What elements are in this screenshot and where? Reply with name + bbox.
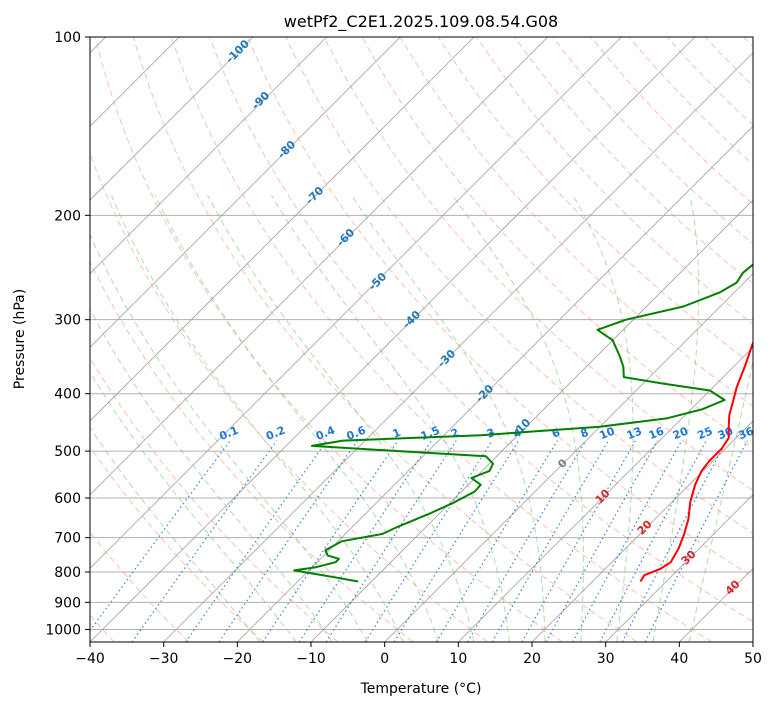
isotherm-line bbox=[90, 37, 475, 422]
dry-adiabat-line bbox=[476, 37, 753, 325]
plot-frame bbox=[89, 36, 754, 643]
moist-adiabat-line bbox=[90, 308, 333, 642]
isotherm-line bbox=[90, 37, 401, 348]
mixing-ratio-label: 36 bbox=[737, 424, 756, 442]
isotherm-line bbox=[90, 37, 622, 569]
dry-adiabat-line bbox=[94, 37, 563, 642]
x-tick-label: 30 bbox=[597, 651, 615, 667]
mixing-ratio-line bbox=[298, 440, 432, 642]
moist-adiabat-line bbox=[652, 195, 700, 642]
isotherm-line bbox=[237, 125, 753, 642]
x-tick-label: 20 bbox=[523, 651, 541, 667]
dry-adiabat-line bbox=[132, 37, 638, 642]
plot-background bbox=[90, 37, 753, 642]
mixing-ratio-line bbox=[521, 440, 637, 642]
mixing-ratio-label: 25 bbox=[695, 424, 714, 442]
chart-title: wetPf2_C2E1.2025.109.08.54.G08 bbox=[284, 12, 558, 32]
x-tick-label: 0 bbox=[380, 651, 389, 667]
y-tick-label: 300 bbox=[54, 313, 81, 329]
mixing-ratio-line bbox=[435, 440, 558, 642]
axis-ticks: −40 −30 −20 −10 0 10 20 30 40 50 100 200 300 400 500 60… bbox=[45, 30, 762, 667]
x-tick-label: −40 bbox=[75, 651, 105, 667]
mixing-ratio-label: 16 bbox=[647, 424, 666, 442]
mixing-ratio-label: 10 bbox=[598, 424, 617, 442]
moist-adiabat-line bbox=[451, 195, 584, 642]
isotherm-line bbox=[163, 52, 753, 642]
y-tick-label: 800 bbox=[54, 565, 81, 581]
temperature-line bbox=[639, 340, 753, 583]
dry-adiabat-line bbox=[323, 37, 753, 491]
y-tick-label: 1000 bbox=[45, 622, 81, 638]
mixing-ratio-label: 2 bbox=[449, 426, 461, 441]
mixing-ratio-line bbox=[621, 440, 728, 642]
moist-adiabat-line bbox=[154, 195, 439, 642]
mixing-ratio-label: 30 bbox=[716, 424, 735, 442]
mixing-ratio-label: 13 bbox=[625, 424, 644, 442]
isotherm-line bbox=[531, 420, 753, 642]
x-tick-label: −20 bbox=[223, 651, 253, 667]
mixing-ratio-line bbox=[599, 440, 707, 642]
isotherm-line bbox=[458, 346, 753, 642]
moist-adiabat-line bbox=[90, 233, 369, 642]
isotherm-line bbox=[90, 37, 696, 642]
y-tick-label: 100 bbox=[54, 30, 81, 46]
y-tick-label: 900 bbox=[54, 595, 81, 611]
y-tick-label: 200 bbox=[54, 208, 81, 224]
moist-adiabat-line bbox=[688, 358, 753, 642]
y-axis-title: Pressure (hPa) bbox=[12, 289, 28, 389]
mixing-ratio-line bbox=[466, 440, 587, 642]
mixing-ratio-line bbox=[545, 440, 659, 642]
mixing-ratio-label: 1 bbox=[391, 426, 403, 441]
moist-adiabat-line bbox=[271, 195, 510, 642]
mixing-ratio-label: 8 bbox=[578, 426, 590, 441]
mixing-ratio-line bbox=[644, 440, 748, 642]
mixing-ratio-line bbox=[491, 440, 609, 642]
y-tick-label: 400 bbox=[54, 387, 81, 403]
mixing-ratio-line bbox=[131, 440, 278, 642]
y-tick-label: 700 bbox=[54, 531, 81, 547]
dry-adiabat-line bbox=[399, 37, 753, 407]
dry-adiabat-line bbox=[90, 446, 264, 642]
dry-adiabat-line bbox=[247, 37, 753, 578]
x-tick-label: 50 bbox=[744, 651, 762, 667]
isotherm-line bbox=[384, 273, 753, 642]
x-tick-label: 10 bbox=[449, 651, 467, 667]
dewpoint-line bbox=[293, 263, 753, 583]
isotherm-line bbox=[90, 37, 327, 275]
mixing-ratio-label: 20 bbox=[671, 424, 690, 442]
mixing-ratio-label: 3 bbox=[485, 426, 497, 441]
y-tick-label: 600 bbox=[54, 491, 81, 507]
isotherm-line bbox=[752, 641, 753, 642]
moist-adiabat-line bbox=[111, 195, 404, 642]
profile-lines bbox=[293, 263, 753, 583]
isotherm-line bbox=[605, 494, 753, 642]
mixing-ratio-line bbox=[393, 440, 520, 642]
x-tick-label: −30 bbox=[149, 651, 179, 667]
x-tick-label: −10 bbox=[296, 651, 326, 667]
mixing-ratio-line bbox=[572, 440, 683, 642]
y-tick-label: 500 bbox=[54, 444, 81, 460]
x-tick-label: 40 bbox=[670, 651, 688, 667]
mixing-ratio-line bbox=[185, 440, 328, 642]
isotherm-line bbox=[90, 37, 254, 201]
dry-adiabat-line bbox=[514, 37, 753, 285]
isotherm-line bbox=[90, 37, 548, 496]
mixing-ratio-line bbox=[364, 440, 493, 642]
dry-adiabat-line bbox=[90, 260, 414, 642]
dry-adiabat-line bbox=[209, 37, 753, 623]
dry-adiabat-line bbox=[628, 37, 753, 166]
x-axis-title: Temperature (°C) bbox=[360, 681, 482, 697]
